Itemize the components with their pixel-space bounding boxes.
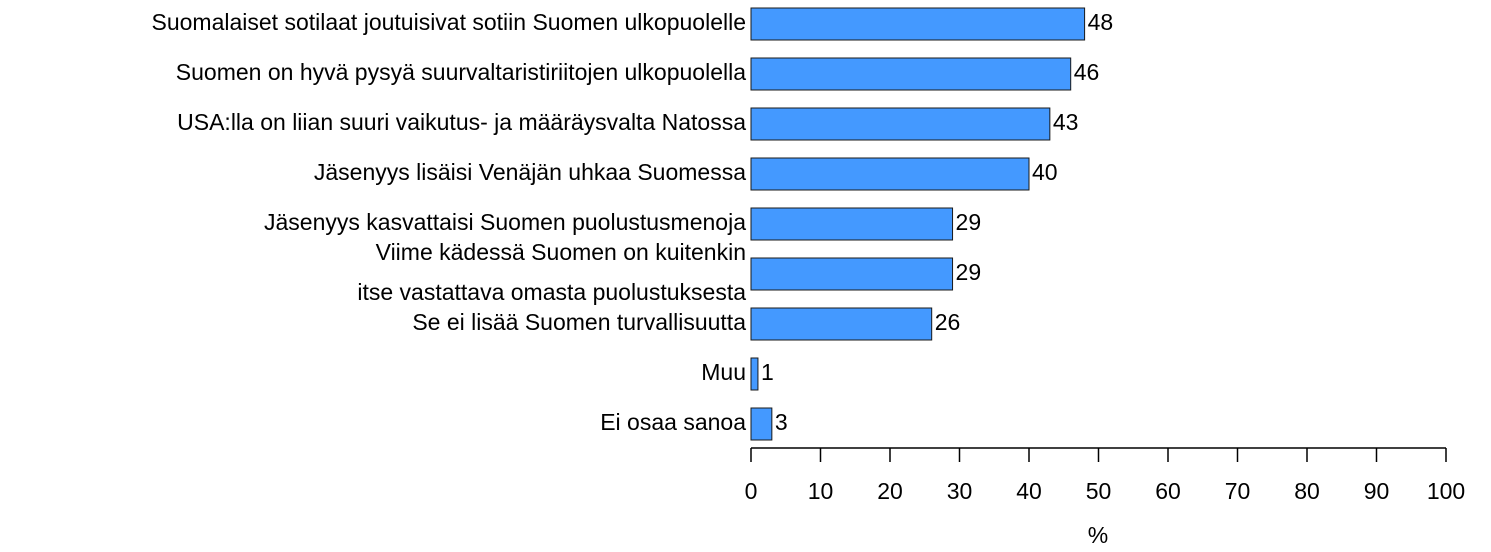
category-label: Ei osaa sanoa [600,409,746,435]
value-label: 3 [775,409,788,435]
bar [750,157,1030,191]
x-tick-label: 40 [1016,478,1042,504]
bar [750,407,773,441]
bar [750,107,1051,141]
x-tick-label: 0 [745,478,758,504]
value-label: 26 [935,309,961,335]
x-tick-label: 20 [877,478,903,504]
bar [750,357,759,391]
x-tick-label: 80 [1294,478,1320,504]
category-label: Se ei lisää Suomen turvallisuutta [412,309,746,335]
value-label: 29 [956,259,982,285]
value-label: 1 [761,359,774,385]
bar [750,257,954,291]
x-tick-label: 50 [1086,478,1112,504]
bar [750,207,954,241]
bar [750,57,1072,91]
category-label: Viime kädessä Suomen on kuitenkin itse va… [357,239,746,305]
value-label: 40 [1032,159,1058,185]
x-tick-label: 30 [947,478,973,504]
category-label: Muu [701,359,746,385]
category-label: Jäsenyys lisäisi Venäjän uhkaa Suomessa [314,159,746,185]
value-label: 46 [1074,59,1100,85]
x-tick-label: 100 [1427,478,1465,504]
x-axis-label: % [1088,522,1108,548]
category-label: Jäsenyys kasvattaisi Suomen puolustusmen… [264,209,746,235]
bar [750,307,933,341]
category-label: Suomen on hyvä pysyä suurvaltaristiriito… [176,59,746,85]
value-label: 48 [1088,9,1114,35]
value-label: 29 [956,209,982,235]
x-tick-label: 90 [1364,478,1390,504]
x-tick-label: 60 [1155,478,1181,504]
x-tick-label: 70 [1225,478,1251,504]
category-label: USA:lla on liian suuri vaikutus- ja määr… [177,109,746,135]
category-label: Suomalaiset sotilaat joutuisivat sotiin … [151,9,746,35]
value-label: 43 [1053,109,1079,135]
bar [750,7,1086,41]
x-tick-label: 10 [808,478,834,504]
